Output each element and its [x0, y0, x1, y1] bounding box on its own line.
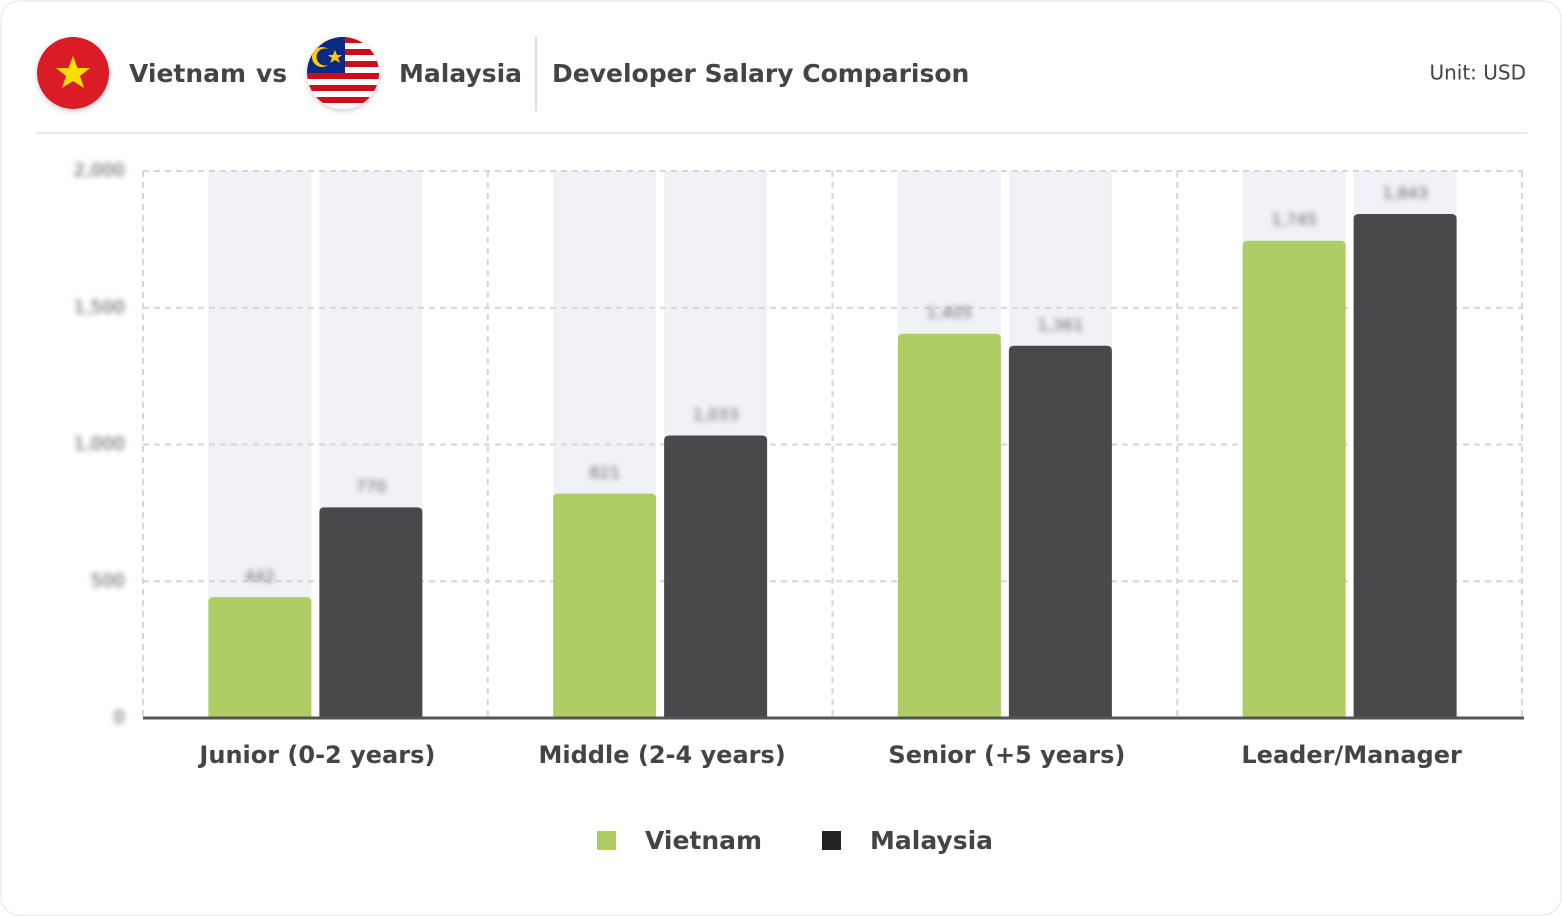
chart-title: Developer Salary Comparison: [552, 59, 969, 88]
data-label: 1,745: [1271, 210, 1317, 229]
left-country: Vietnam: [129, 59, 246, 88]
data-label: 770: [356, 477, 387, 496]
legend-label: Malaysia: [870, 826, 993, 855]
vietnam-flag: [37, 37, 109, 109]
x-tick-label: Junior (0-2 years): [197, 741, 435, 769]
legend-swatch: [822, 831, 841, 850]
unit-label: Unit: USD: [1429, 61, 1526, 85]
y-tick-label: 2,000: [73, 160, 125, 181]
data-label: 1,843: [1382, 183, 1428, 202]
bar: [664, 435, 768, 718]
vs: vs: [256, 59, 287, 88]
x-tick-label: Middle (2-4 years): [539, 741, 786, 769]
bar: [1353, 213, 1457, 718]
data-label: 1,405: [926, 303, 972, 322]
y-tick-label: 1,500: [73, 297, 125, 318]
data-label: 442: [245, 567, 276, 586]
malaysia-flag: [307, 37, 379, 109]
bar: [1008, 345, 1112, 718]
y-tick-label: 0: [114, 707, 125, 728]
bar: [553, 493, 657, 718]
legend-label: Vietnam: [645, 826, 762, 855]
bar: [208, 597, 312, 718]
x-tick-label: Leader/Manager: [1241, 741, 1462, 769]
y-tick-label: 1,000: [73, 434, 125, 455]
data-label: 821: [589, 463, 620, 482]
legend-swatch: [597, 831, 616, 850]
x-tick-label: Senior (+5 years): [888, 741, 1125, 769]
data-label: 1,361: [1037, 315, 1083, 334]
data-label: 1,033: [693, 405, 739, 424]
y-tick-label: 500: [91, 570, 125, 591]
right-country: Malaysia: [399, 59, 522, 88]
bar: [897, 333, 1001, 718]
bar: [319, 507, 423, 718]
bar: [1242, 240, 1346, 718]
